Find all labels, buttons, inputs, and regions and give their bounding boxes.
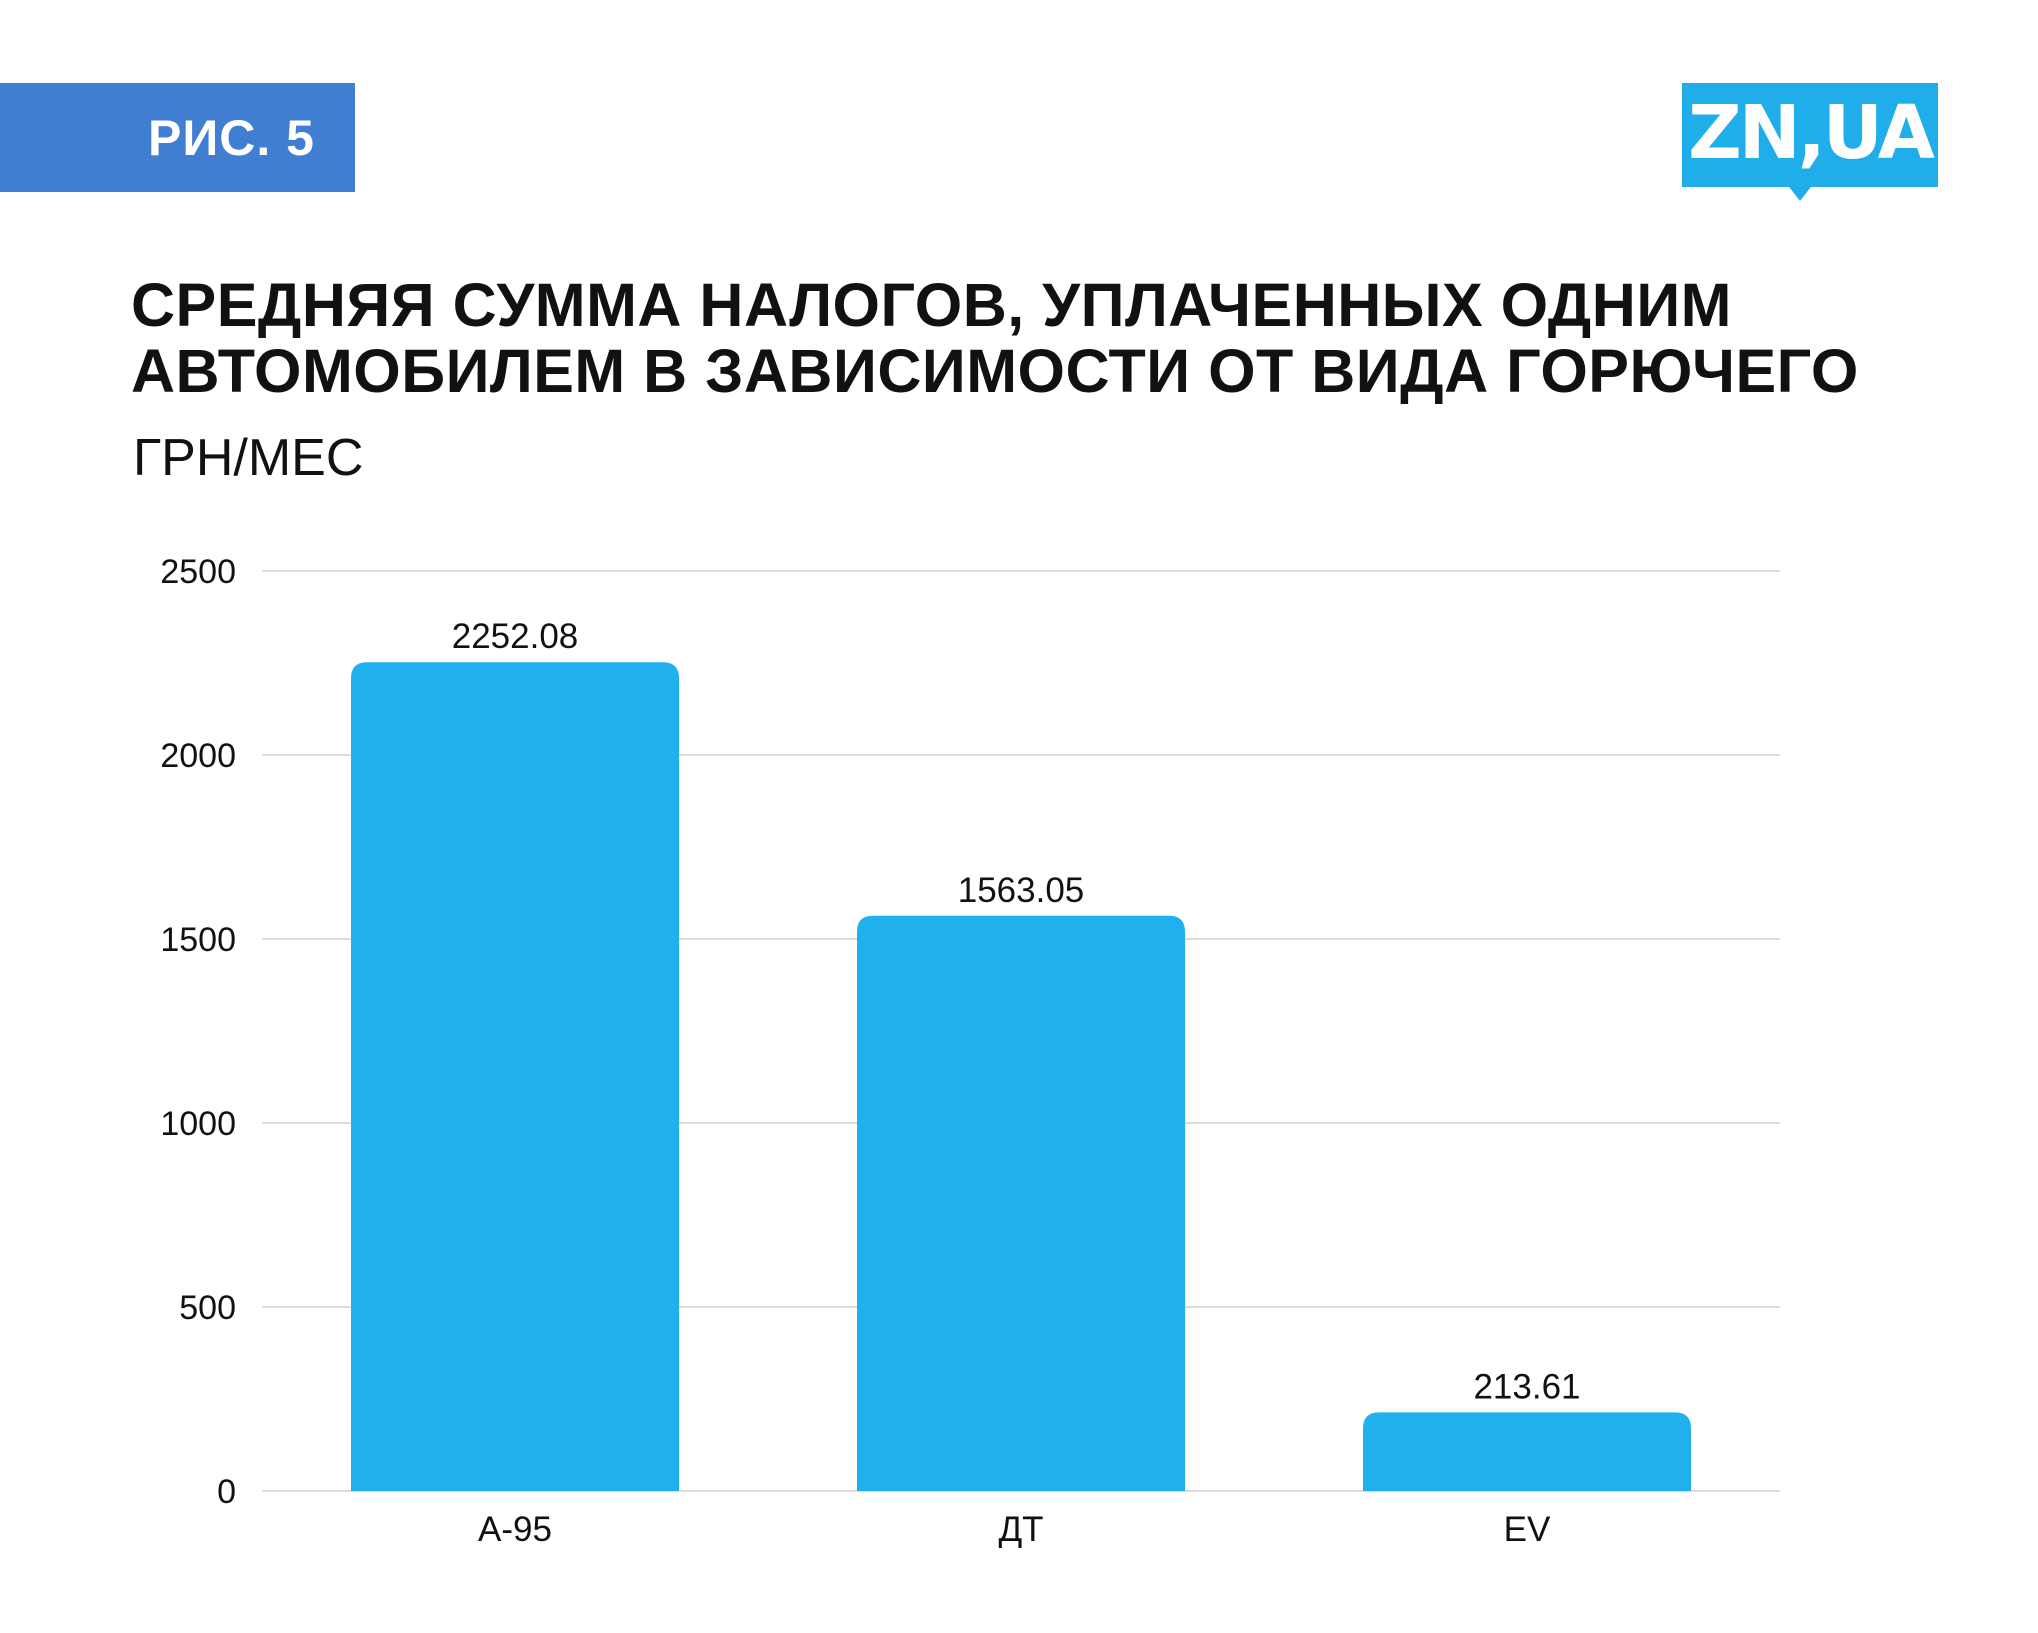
chart-title: СРЕДНЯЯ СУММА НАЛОГОВ, УПЛАЧЕННЫХ ОДНИМ … xyxy=(131,272,1981,404)
logo-speech-tail xyxy=(1786,183,1814,201)
y-tick-label: 2500 xyxy=(160,553,236,591)
bar-2 xyxy=(857,915,1185,1491)
x-tick-label: EV xyxy=(1504,1510,1551,1549)
chart-units: ГРН/МЕС xyxy=(133,429,364,487)
x-tick-label: ДТ xyxy=(998,1510,1043,1549)
y-tick-label: 0 xyxy=(217,1473,236,1511)
data-label: 2252.08 xyxy=(452,617,579,656)
y-tick-label: 500 xyxy=(179,1289,236,1327)
figure-label: РИС. 5 xyxy=(148,109,315,166)
figure-label-badge: РИС. 5 xyxy=(0,83,355,192)
y-tick-label: 1000 xyxy=(160,1105,236,1143)
zn-ua-logo: ZN,UA xyxy=(1682,83,1938,187)
chart-title-line-1: СРЕДНЯЯ СУММА НАЛОГОВ, УПЛАЧЕННЫХ ОДНИМ xyxy=(131,271,1732,339)
bar-1 xyxy=(351,662,679,1491)
y-tick-label: 2000 xyxy=(160,737,236,775)
data-label: 213.61 xyxy=(1473,1367,1580,1406)
y-tick-label: 1500 xyxy=(160,921,236,959)
x-tick-label: А-95 xyxy=(478,1510,552,1549)
data-label: 1563.05 xyxy=(958,871,1085,910)
chart-title-line-2: АВТОМОБИЛЕМ В ЗАВИСИМОСТИ ОТ ВИДА ГОРЮЧЕ… xyxy=(131,337,1859,405)
logo-text: ZN,UA xyxy=(1688,90,1935,176)
bar-3 xyxy=(1363,1412,1691,1491)
